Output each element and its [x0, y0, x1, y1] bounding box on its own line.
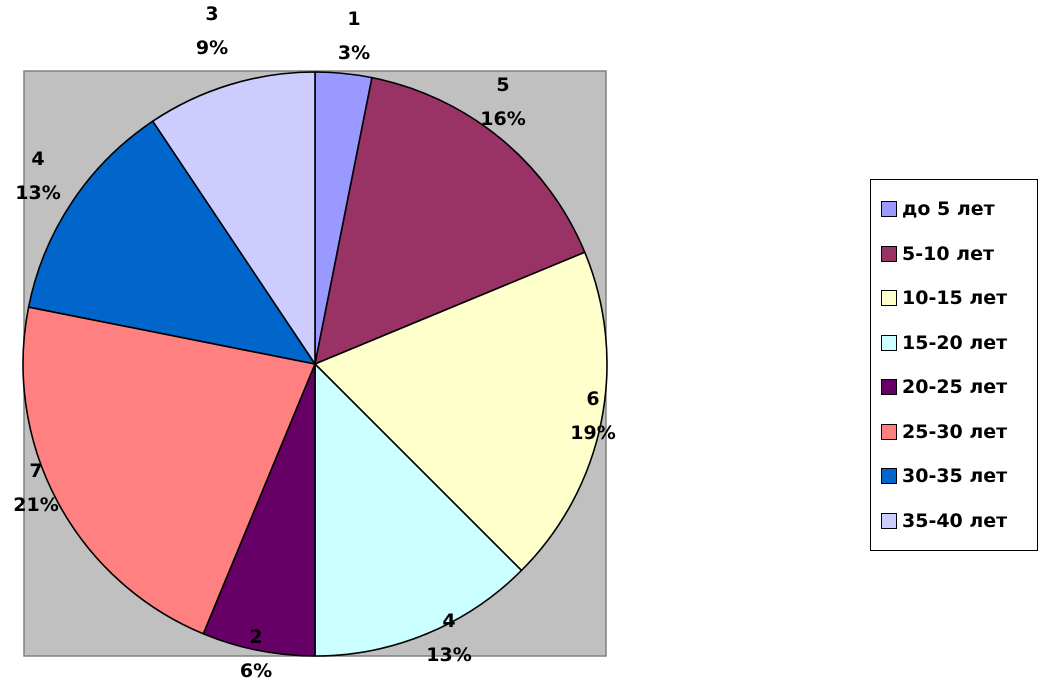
legend-label: 30-35 лет — [902, 465, 1008, 488]
legend-swatch — [881, 334, 897, 351]
data-label-value: 4 — [442, 610, 455, 632]
data-label-percent: 13% — [426, 644, 471, 666]
pie-slice — [314, 363, 523, 657]
legend-swatch — [881, 245, 897, 262]
legend-label: 5-10 лет — [902, 242, 994, 265]
pie-slice — [314, 251, 608, 572]
legend-swatch — [881, 468, 897, 485]
data-label-value: 7 — [29, 460, 42, 482]
data-label-percent: 19% — [570, 422, 615, 444]
legend-label: 20-25 лет — [902, 376, 1008, 399]
legend-item: 20-25 лет — [881, 365, 1037, 410]
legend-label: 35-40 лет — [902, 509, 1008, 532]
legend-item: 30-35 лет — [881, 454, 1037, 499]
data-label-value: 2 — [249, 626, 262, 648]
legend-item: 15-20 лет — [881, 321, 1037, 366]
legend-swatch — [881, 423, 897, 440]
legend: до 5 лет 5-10 лет 10-15 лет 15-20 лет 20… — [870, 179, 1038, 551]
data-label-percent: 13% — [15, 182, 60, 204]
data-label-value: 3 — [205, 3, 218, 25]
data-label-percent: 16% — [480, 108, 525, 130]
legend-label: 10-15 лет — [902, 287, 1008, 310]
legend-swatch — [881, 201, 897, 218]
legend-item: 5-10 лет — [881, 232, 1037, 277]
legend-item: 10-15 лет — [881, 276, 1037, 321]
data-label-percent: 3% — [338, 42, 370, 64]
legend-item: 35-40 лет — [881, 499, 1037, 544]
pie-slice — [314, 76, 586, 365]
data-label-value: 4 — [31, 148, 44, 170]
pie-slices — [22, 71, 608, 657]
legend-label: 15-20 лет — [902, 331, 1008, 354]
legend-swatch — [881, 379, 897, 396]
legend-label: 25-30 лет — [902, 420, 1008, 443]
legend-swatch — [881, 512, 897, 529]
pie-slice — [151, 71, 316, 365]
legend-label: до 5 лет — [902, 198, 995, 221]
data-label-value: 6 — [586, 388, 599, 410]
data-label-percent: 21% — [13, 494, 58, 516]
legend-item: 25-30 лет — [881, 410, 1037, 455]
data-labels: 13%516%619%413%26%721%413%39% — [13, 3, 615, 682]
pie-slice — [202, 363, 316, 657]
pie-slice — [27, 120, 316, 365]
legend-item: до 5 лет — [881, 187, 1037, 232]
data-label-value: 1 — [347, 8, 360, 30]
legend-swatch — [881, 290, 897, 307]
pie-slice — [22, 306, 316, 635]
data-label-percent: 9% — [196, 37, 228, 59]
data-label-value: 5 — [496, 74, 509, 96]
data-label-percent: 6% — [240, 660, 272, 682]
